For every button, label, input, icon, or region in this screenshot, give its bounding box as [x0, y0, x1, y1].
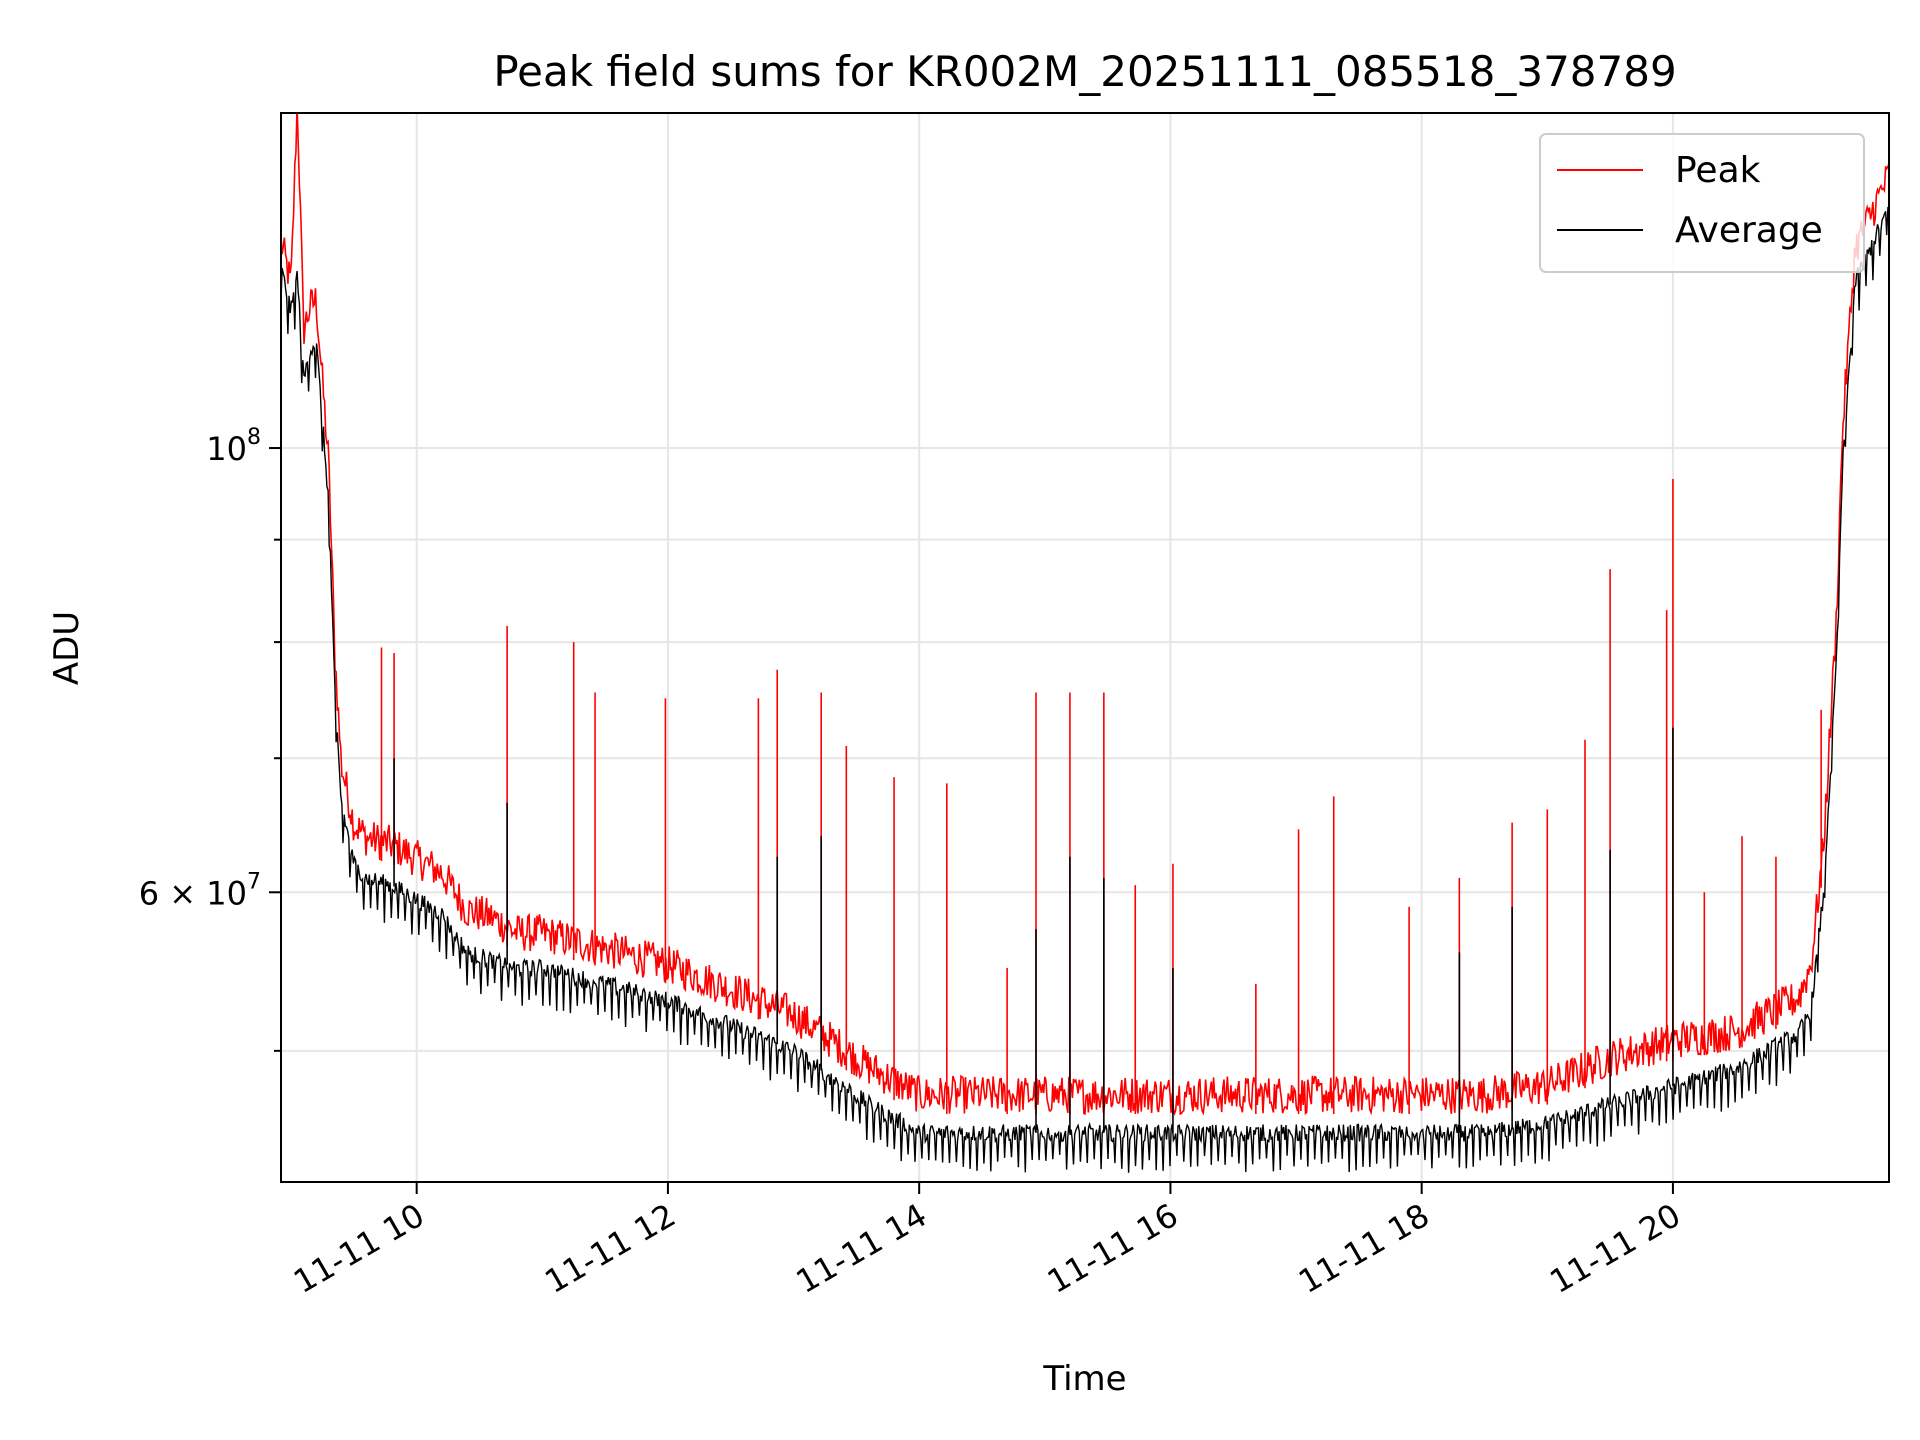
legend: Peak Average — [1539, 133, 1865, 273]
series-line-average — [281, 206, 1889, 1173]
chart-title: Peak field sums for KR002M_20251111_0855… — [493, 47, 1676, 96]
y-tick-label: 108 — [206, 425, 261, 468]
legend-box — [1539, 133, 1865, 273]
plot-area — [281, 113, 1889, 1173]
series-average — [281, 206, 1889, 1173]
x-axis-label: Time — [1042, 1359, 1126, 1399]
series-line-peak — [281, 113, 1889, 1117]
grid — [281, 113, 1889, 1182]
axes-frame — [280, 112, 1890, 1183]
legend-label-average: Average — [1675, 210, 1823, 251]
y-axis-label: ADU — [47, 611, 87, 685]
legend-label-peak: Peak — [1675, 150, 1761, 191]
y-tick-label: 6 × 107 — [139, 869, 261, 912]
